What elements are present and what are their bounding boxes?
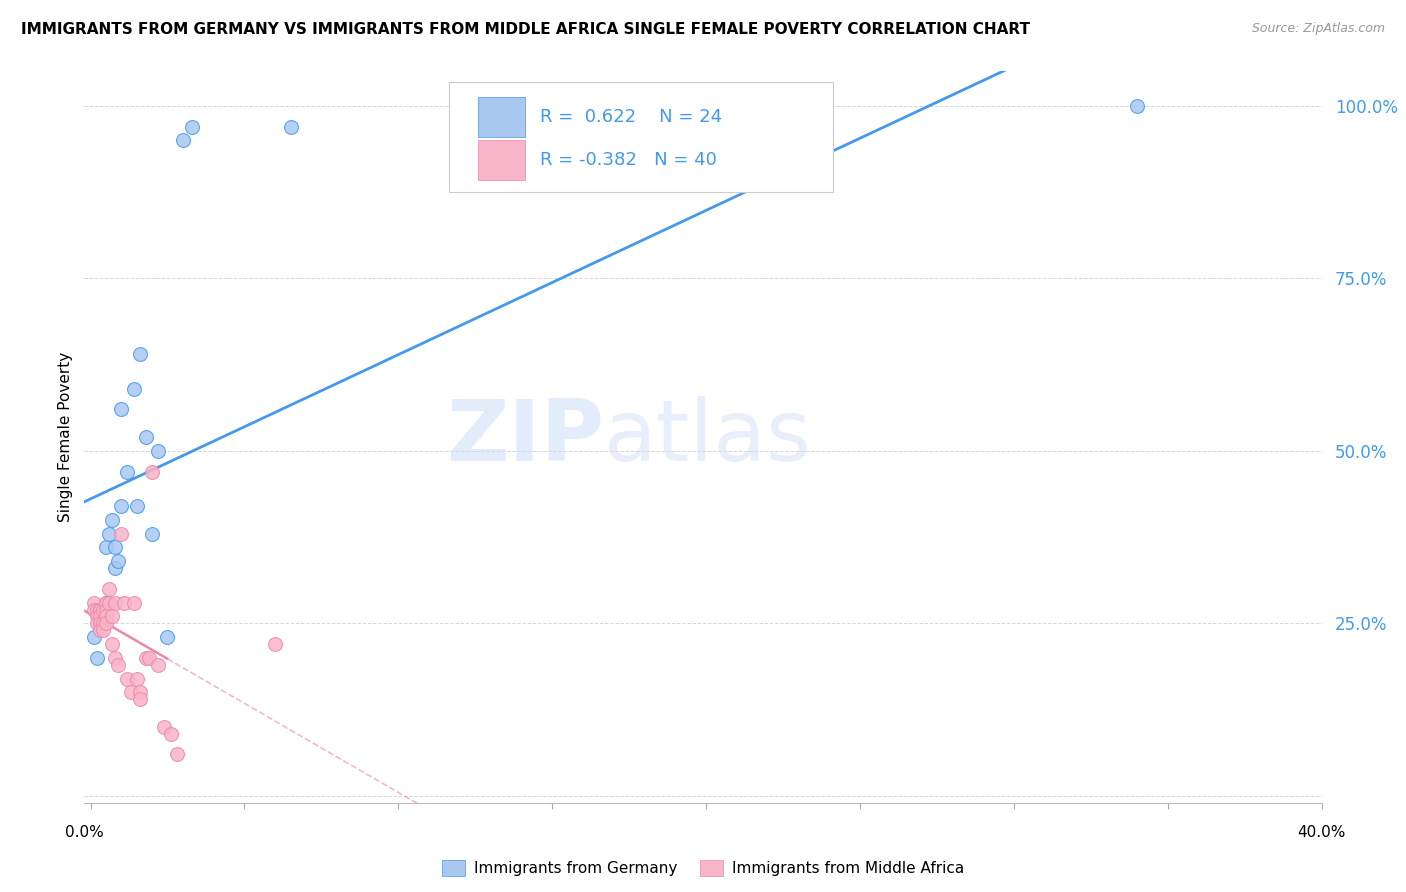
Point [122, 596, 145, 610]
Point [89, 602, 111, 616]
Point [83, 602, 105, 616]
Point [94, 616, 117, 631]
Point [94, 596, 117, 610]
Point [128, 692, 150, 706]
Point [83, 630, 105, 644]
FancyBboxPatch shape [450, 82, 832, 192]
Point [86, 651, 108, 665]
Point [153, 720, 176, 734]
Point [135, 430, 157, 444]
Point [110, 402, 132, 417]
Point [101, 609, 124, 624]
Point [110, 526, 132, 541]
Text: 0.0%: 0.0% [65, 825, 104, 840]
Point [91, 602, 114, 616]
Point [98, 526, 121, 541]
Point [104, 596, 127, 610]
Point [89, 624, 111, 638]
Point [172, 133, 194, 147]
Text: R = -0.382   N = 40: R = -0.382 N = 40 [540, 151, 717, 169]
Point [83, 596, 105, 610]
Point [148, 443, 170, 458]
Text: atlas: atlas [605, 395, 813, 479]
Point [89, 616, 111, 631]
Point [89, 609, 111, 624]
Y-axis label: Single Female Poverty: Single Female Poverty [58, 352, 73, 522]
Point [101, 637, 124, 651]
Text: IMMIGRANTS FROM GERMANY VS IMMIGRANTS FROM MIDDLE AFRICA SINGLE FEMALE POVERTY C: IMMIGRANTS FROM GERMANY VS IMMIGRANTS FR… [21, 22, 1031, 37]
Point [107, 657, 129, 672]
Point [128, 347, 150, 361]
Point [264, 637, 287, 651]
Point [159, 727, 181, 741]
Point [104, 561, 127, 575]
Point [122, 382, 145, 396]
Text: 40.0%: 40.0% [1298, 825, 1346, 840]
Point [148, 657, 170, 672]
Point [181, 120, 204, 134]
Point [94, 609, 117, 624]
Point [141, 465, 163, 479]
Point [89, 609, 111, 624]
Point [104, 541, 127, 555]
Point [141, 526, 163, 541]
Point [117, 465, 139, 479]
Point [91, 624, 114, 638]
Point [104, 651, 127, 665]
Point [156, 630, 179, 644]
Point [94, 602, 117, 616]
Point [1126, 99, 1149, 113]
Point [86, 609, 108, 624]
Point [89, 602, 111, 616]
Point [101, 513, 124, 527]
Bar [478, 96, 524, 136]
Legend: Immigrants from Germany, Immigrants from Middle Africa: Immigrants from Germany, Immigrants from… [436, 855, 970, 882]
Point [120, 685, 142, 699]
Point [128, 685, 150, 699]
Point [138, 651, 160, 665]
Text: ZIP: ZIP [446, 395, 605, 479]
Point [135, 651, 157, 665]
Point [280, 120, 302, 134]
Point [107, 554, 129, 568]
Point [91, 616, 114, 631]
Point [94, 596, 117, 610]
Point [166, 747, 188, 762]
Point [117, 672, 139, 686]
Bar [478, 140, 524, 180]
Point [98, 582, 121, 596]
Point [110, 499, 132, 513]
Point [86, 616, 108, 631]
Text: R =  0.622    N = 24: R = 0.622 N = 24 [540, 108, 721, 126]
Text: Source: ZipAtlas.com: Source: ZipAtlas.com [1251, 22, 1385, 36]
Point [94, 541, 117, 555]
Point [125, 499, 148, 513]
Point [112, 596, 135, 610]
Point [98, 596, 121, 610]
Point [86, 602, 108, 616]
Point [125, 672, 148, 686]
